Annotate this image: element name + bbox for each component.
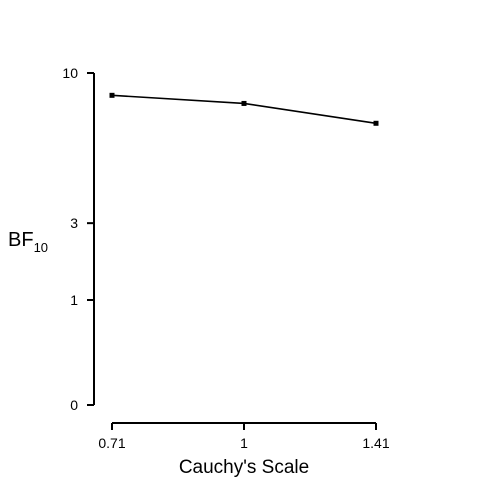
plot-series (109, 92, 379, 126)
y-axis: 0 1 3 10 (62, 65, 95, 413)
x-tick-label: 1.41 (362, 435, 389, 451)
y-axis-title-main: BF (8, 229, 34, 251)
data-point (241, 100, 247, 106)
data-point (109, 92, 115, 98)
x-ticks: 0.71 1 1.41 (98, 423, 390, 451)
y-axis-title: BF10 (8, 229, 48, 255)
y-axis-title-subscript: 10 (34, 240, 48, 255)
y-tick-label: 1 (70, 292, 78, 308)
series-line (111, 94, 377, 125)
data-point (373, 120, 379, 126)
y-tick-label: 3 (70, 215, 78, 231)
x-axis-title: Cauchy's Scale (179, 457, 309, 478)
x-tick-label: 1 (240, 435, 248, 451)
y-tick-label: 10 (62, 65, 78, 81)
x-axis: 0.71 1 1.41 (98, 422, 390, 451)
y-tick-label: 0 (70, 397, 78, 413)
x-tick-label: 0.71 (98, 435, 125, 451)
y-ticks: 0 1 3 10 (62, 65, 94, 413)
